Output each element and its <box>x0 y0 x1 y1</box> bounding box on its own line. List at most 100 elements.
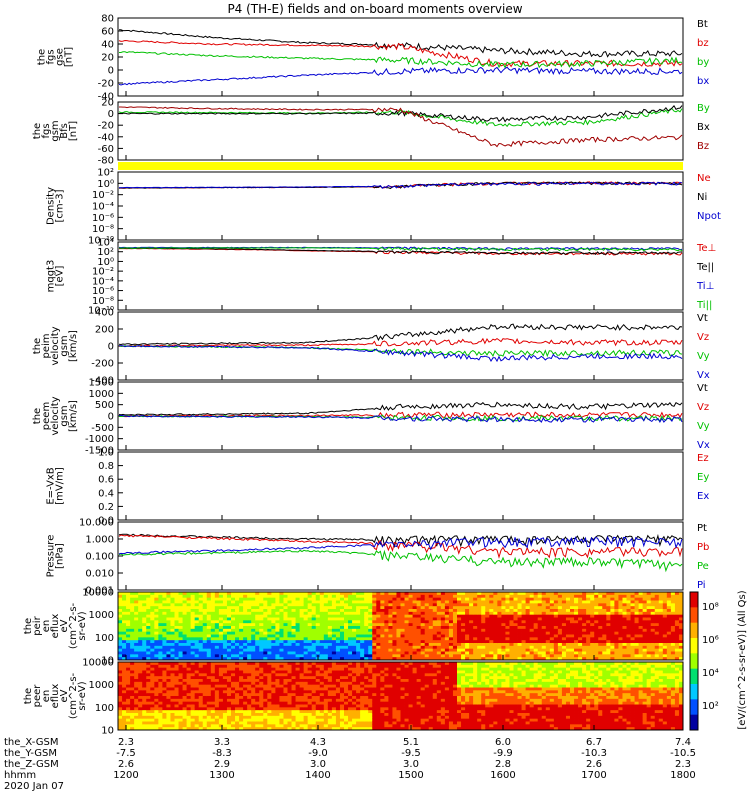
spectrogram-cell <box>465 597 470 601</box>
spectrogram-cell <box>614 609 619 613</box>
spectrogram-cell <box>283 667 288 671</box>
spectrogram-cell <box>457 606 462 610</box>
spectrogram-cell <box>497 594 502 599</box>
spectrogram-cell <box>174 643 179 647</box>
spectrogram-cell <box>505 648 510 652</box>
spectrogram-cell <box>356 645 361 650</box>
spectrogram-cell <box>235 606 240 610</box>
spectrogram-cell <box>315 611 321 616</box>
spectrogram-cell <box>198 727 204 731</box>
spectrogram-cell <box>263 637 268 641</box>
spectrogram-cell <box>190 651 196 655</box>
spectrogram-cell <box>590 606 595 610</box>
spectrogram-cell <box>364 623 369 627</box>
spectrogram-cell <box>452 592 458 596</box>
spectrogram-cell <box>279 609 284 613</box>
spectrogram-cell <box>138 617 143 621</box>
spectrogram-cell <box>190 707 196 711</box>
spectrogram-cell <box>118 713 123 717</box>
spectrogram-cell <box>154 696 159 700</box>
spectrogram-cell <box>481 594 486 599</box>
spectrogram-cell <box>295 609 301 613</box>
spectrogram-cell <box>134 684 139 688</box>
spectrogram-cell <box>339 704 345 708</box>
spectrogram-cell <box>364 628 369 633</box>
spectrogram-cell <box>574 594 579 599</box>
spectrogram-cell <box>570 592 575 596</box>
spectrogram-cell <box>424 645 430 650</box>
spectrogram-cell <box>287 690 292 694</box>
spectrogram-cell <box>606 631 611 635</box>
spectrogram-cell <box>561 609 567 613</box>
y-axis-label: [km/s] <box>68 330 79 362</box>
spectrogram-cell <box>344 614 349 618</box>
spectrogram-cell <box>634 626 640 630</box>
spectrogram-cell <box>287 673 292 677</box>
spectrogram-cell <box>412 617 418 621</box>
spectrogram-cell <box>360 623 365 627</box>
spectrogram-cell <box>142 606 147 610</box>
spectrogram-cell <box>146 611 151 616</box>
spectrogram-cell <box>311 640 317 644</box>
spectrogram-cell <box>158 713 163 717</box>
spectrogram-cell <box>501 603 506 607</box>
spectrogram-cell <box>291 724 296 728</box>
spectrogram-cell <box>194 637 200 641</box>
spectrogram-cell <box>400 611 405 616</box>
spectrogram-cell <box>666 628 672 633</box>
spectrogram-cell <box>210 693 216 697</box>
spectrogram-cell <box>275 640 280 644</box>
spectrogram-cell <box>622 626 627 630</box>
spectrogram-cell <box>642 628 648 633</box>
spectrogram-cell <box>279 620 284 624</box>
spectrogram-cell <box>226 710 232 714</box>
spectrogram-cell <box>231 614 236 618</box>
spectrogram-cell <box>218 617 224 621</box>
spectrogram-cell <box>247 657 252 661</box>
spectrogram-cell <box>166 626 171 630</box>
spectrogram-cell <box>178 724 183 728</box>
spectrogram-cell <box>154 654 159 658</box>
spectrogram-cell <box>319 664 325 669</box>
spectrogram-cell <box>287 715 292 720</box>
spectrogram-cell <box>126 654 131 658</box>
spectrogram-cell <box>218 611 224 616</box>
spectrogram-cell <box>513 594 518 599</box>
spectrogram-cell <box>259 704 264 708</box>
spectrogram-cell <box>372 654 377 658</box>
spectrogram-cell <box>529 651 535 655</box>
spectrogram-cell <box>259 681 264 686</box>
spectrogram-cell <box>440 654 446 658</box>
spectrogram-cell <box>122 681 127 686</box>
spectrogram-cell <box>247 704 252 708</box>
spectrogram-cell <box>142 651 147 655</box>
spectrogram-cell <box>226 597 232 601</box>
spectrogram-cell <box>178 626 183 630</box>
spectrogram-cell <box>622 648 627 652</box>
spectrogram-cell <box>146 673 151 677</box>
spectrogram-cell <box>202 654 208 658</box>
spectrogram-cell <box>594 634 599 638</box>
spectrogram-cell <box>416 603 422 607</box>
spectrogram-cell <box>598 603 603 607</box>
spectrogram-cell <box>477 657 482 661</box>
spectrogram-cell <box>206 679 212 683</box>
spectrogram-cell <box>210 690 216 694</box>
spectrogram-cell <box>335 679 341 683</box>
spectrogram-cell <box>255 597 260 601</box>
spectrogram-cell <box>481 626 486 630</box>
spectrogram-cell <box>457 609 462 613</box>
spectrogram-cell <box>590 611 595 616</box>
spectrogram-cell <box>678 628 684 633</box>
spectrogram-cell <box>570 626 575 630</box>
spectrogram-cell <box>251 681 256 686</box>
spectrogram-cell <box>574 643 579 647</box>
spectrogram-cell <box>182 704 188 708</box>
spectrogram-cell <box>315 592 321 596</box>
spectrogram-cell <box>295 628 301 633</box>
spectrogram-cell <box>239 664 244 669</box>
spectrogram-cell <box>118 701 123 705</box>
spectrogram-cell <box>295 657 301 661</box>
y-tick-label: -20 <box>98 79 114 90</box>
spectrogram-cell <box>271 634 276 638</box>
